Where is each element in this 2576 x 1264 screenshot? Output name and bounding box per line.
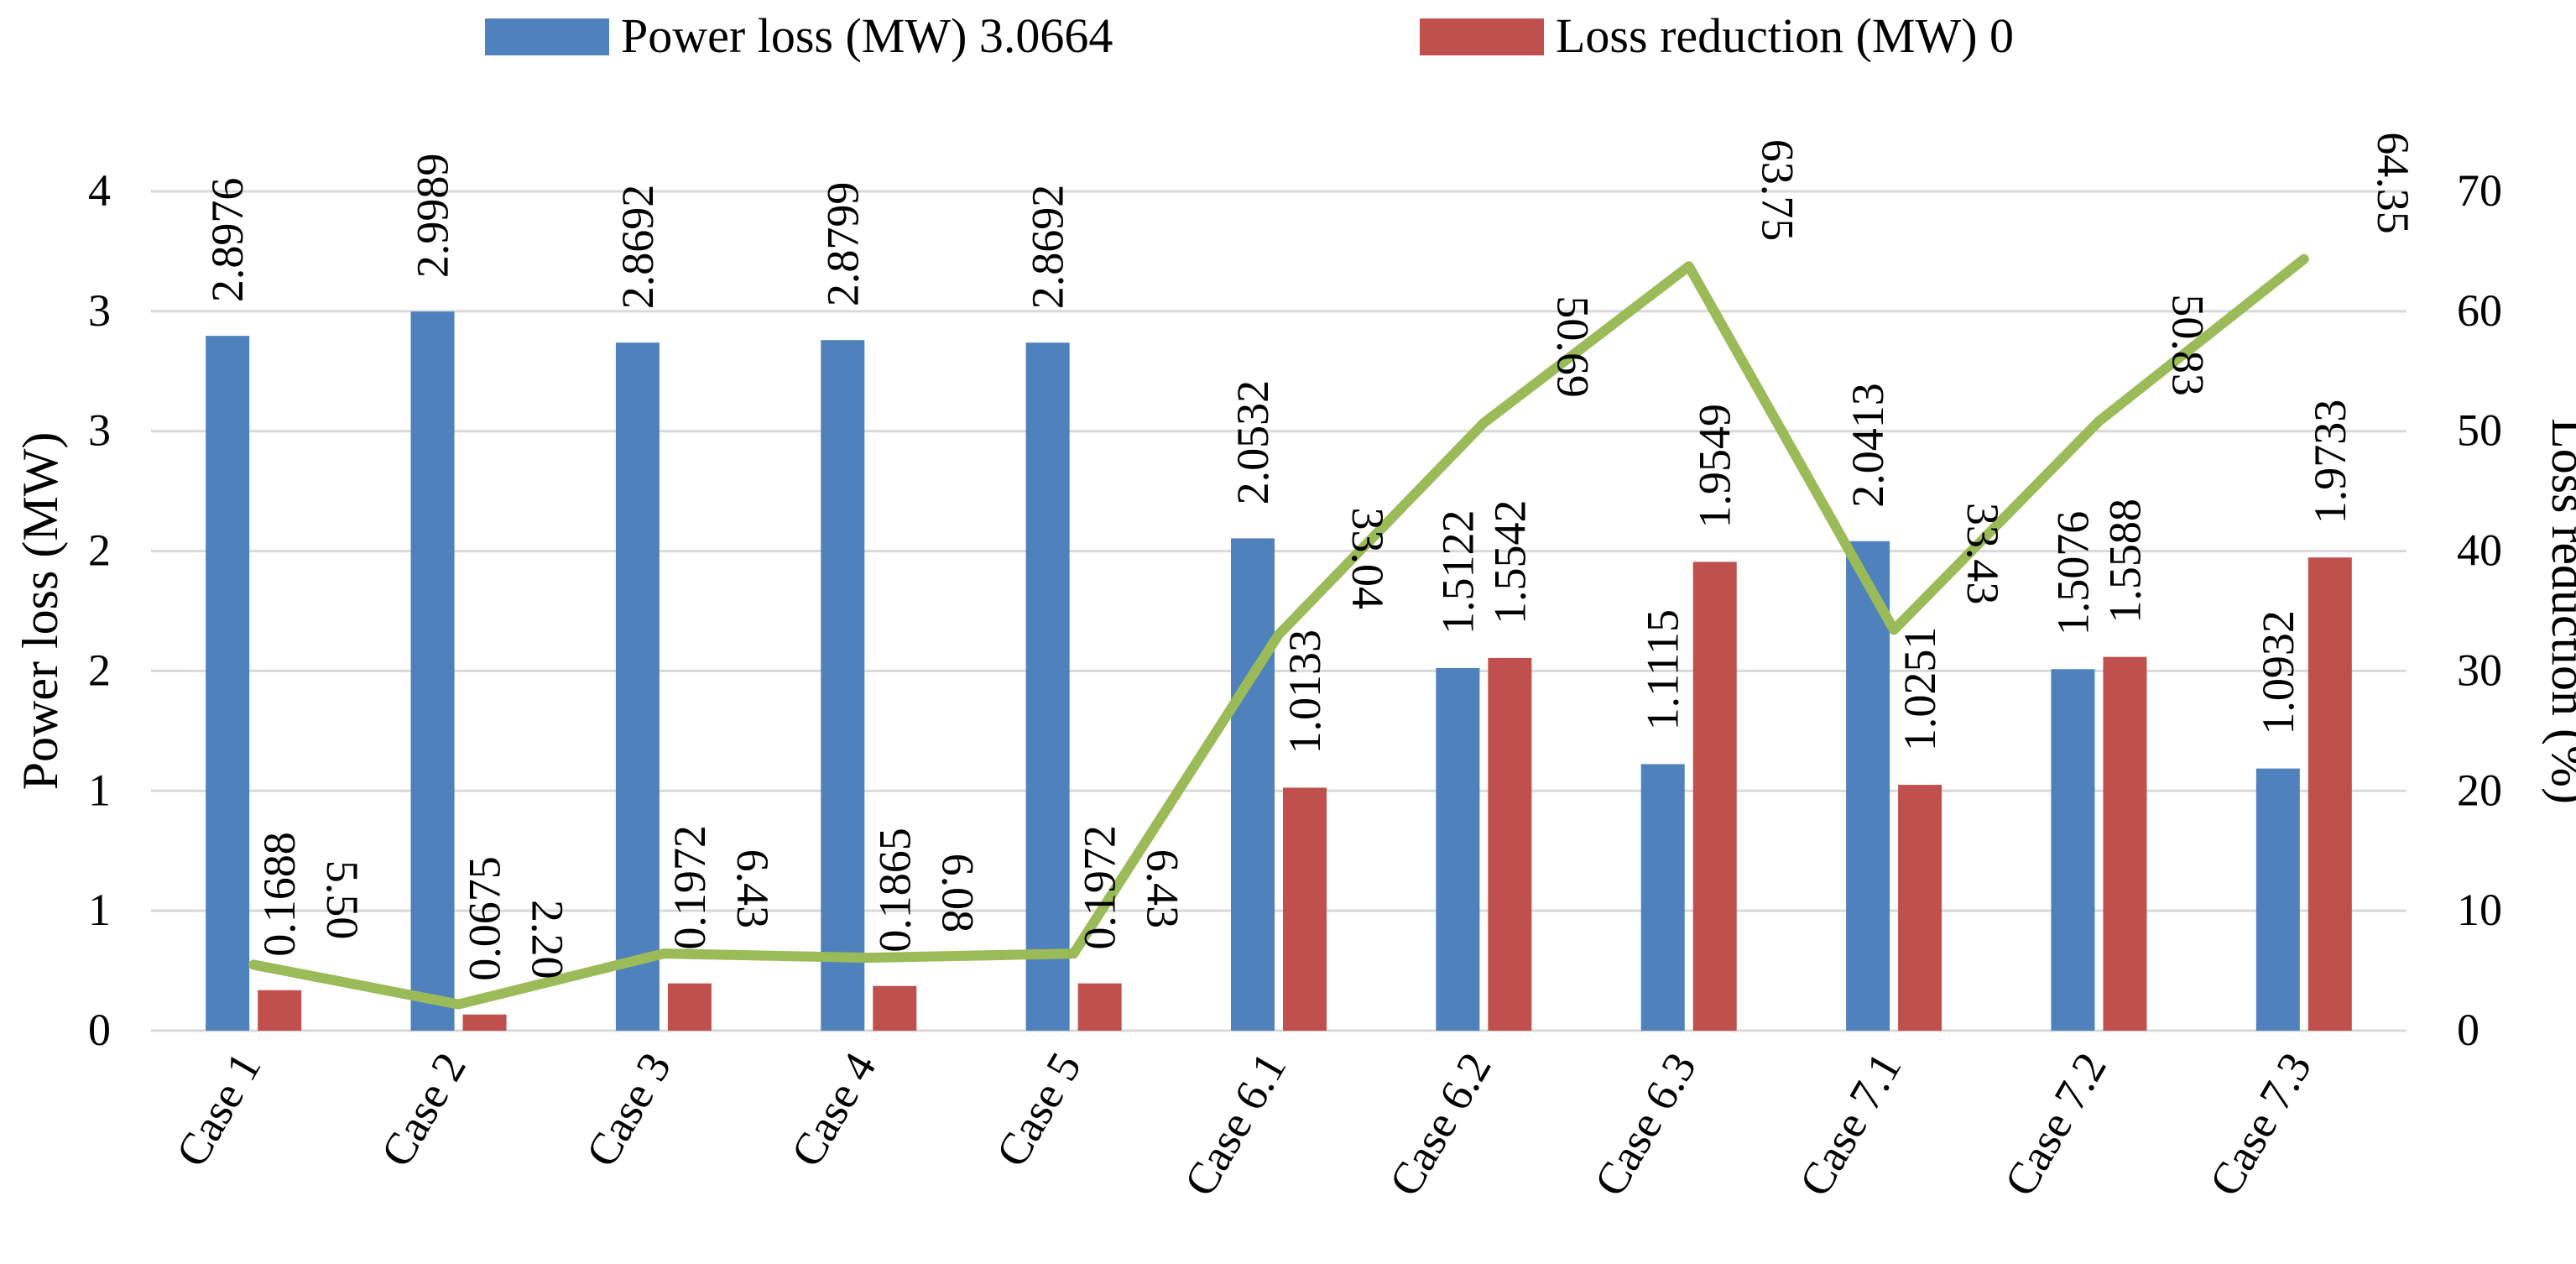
data-labels: 2.8976 0.1688 2.9989 0.0675 2.8692 0.1972 2.87…	[202, 132, 2418, 980]
legend-label: Power loss (MW) 3.0664	[621, 8, 1113, 63]
y-tick-label: 3	[88, 285, 111, 336]
bar-loss-reduction	[258, 990, 302, 1031]
bar-loss-reduction	[1692, 561, 1737, 1031]
data-label-loss-reduction: 0.0675	[460, 856, 510, 981]
legend-swatch	[1420, 18, 1544, 55]
data-label-power-loss: 1.0932	[2253, 610, 2303, 735]
data-label-loss-reduction: 0.1865	[869, 828, 920, 953]
data-label-percent: 50.69	[1547, 295, 1598, 398]
data-label-percent: 64.35	[2368, 132, 2418, 234]
category-label: Case 7.1	[1790, 1044, 1911, 1204]
y2-tick-label: 70	[2457, 165, 2502, 216]
category-label: Case 7.2	[1995, 1044, 2116, 1204]
y-axis-title: Power loss (MW)	[13, 432, 68, 791]
data-label-percent: 63.75	[1753, 139, 1803, 242]
y2-axis-title: Loss reduction (%)	[2542, 418, 2576, 804]
y-tick-label: 4	[88, 165, 111, 216]
percent-line	[248, 253, 2309, 1010]
data-label-loss-reduction: 0.1972	[1075, 825, 1125, 950]
data-label-power-loss: 1.5076	[2047, 511, 2098, 636]
category-label: Case 6.2	[1379, 1044, 1501, 1204]
data-label-power-loss: 2.0532	[1228, 380, 1278, 505]
bar-loss-reduction	[667, 983, 712, 1031]
category-label: Case 3	[576, 1044, 681, 1175]
data-label-percent: 5.50	[317, 860, 368, 940]
data-label-loss-reduction: 1.5542	[1484, 499, 1535, 624]
line-loss-reduction-percent	[248, 253, 2309, 1010]
data-label-power-loss: 1.5122	[1432, 509, 1483, 635]
bar-power-loss	[410, 311, 455, 1032]
data-label-power-loss: 2.8692	[613, 185, 663, 310]
legend-swatch	[485, 18, 609, 55]
category-label: Case 2	[371, 1044, 476, 1175]
bar-loss-reduction	[1283, 787, 1327, 1031]
bar-loss-reduction	[2103, 656, 2147, 1031]
data-label-percent: 33.43	[1958, 503, 2008, 605]
category-label: Case 6.1	[1174, 1044, 1296, 1204]
legend-label: Loss reduction (MW) 0	[1556, 8, 2014, 63]
y-tick-label: 1	[88, 885, 111, 935]
category-label: Case 7.3	[2199, 1044, 2321, 1204]
y2-tick-label: 10	[2457, 885, 2502, 935]
y2-tick-label: 30	[2457, 645, 2502, 695]
data-label-power-loss: 2.8976	[202, 178, 253, 303]
bar-loss-reduction	[1898, 785, 1942, 1031]
data-label-power-loss: 2.8799	[817, 182, 868, 307]
category-label: Case 4	[781, 1044, 886, 1175]
bar-power-loss	[2255, 768, 2300, 1031]
data-label-loss-reduction: 0.1972	[665, 825, 715, 950]
category-label: Case 1	[166, 1044, 271, 1175]
bar-power-loss	[2051, 669, 2095, 1031]
y2-tick-label: 60	[2457, 285, 2502, 336]
data-label-percent: 6.43	[1138, 849, 1188, 929]
bar-loss-reduction	[1488, 657, 1532, 1031]
bars	[206, 311, 2352, 1032]
bar-loss-reduction	[873, 985, 917, 1031]
data-label-loss-reduction: 1.5588	[2099, 499, 2150, 624]
y2-tick-label: 20	[2457, 765, 2502, 815]
bar-power-loss	[821, 340, 865, 1032]
data-label-percent: 6.08	[932, 854, 983, 933]
data-label-power-loss: 1.1115	[1638, 609, 1688, 731]
bar-loss-reduction	[1077, 983, 1122, 1031]
data-label-percent: 33.04	[1343, 508, 1393, 610]
y-tick-label: 1	[88, 765, 111, 815]
data-label-percent: 50.83	[2162, 294, 2213, 396]
gridlines	[151, 190, 2407, 1032]
y-tick-label: 2	[88, 525, 111, 576]
category-label: Case 5	[986, 1044, 1091, 1175]
bar-power-loss	[1025, 342, 1070, 1031]
data-label-percent: 6.43	[727, 849, 778, 929]
bar-power-loss	[615, 342, 660, 1031]
data-label-loss-reduction: 1.9549	[1690, 404, 1740, 529]
data-label-power-loss: 2.8692	[1023, 185, 1073, 310]
bar-power-loss	[1846, 541, 1890, 1031]
y-tick-label: 0	[88, 1005, 111, 1055]
bar-power-loss	[1640, 764, 1685, 1031]
data-label-percent: 2.20	[523, 900, 573, 979]
bar-loss-reduction	[462, 1014, 507, 1031]
y-tick-label: 2	[88, 645, 111, 695]
category-label: Case 6.3	[1584, 1044, 1706, 1204]
bar-power-loss	[1231, 538, 1275, 1031]
data-label-power-loss: 2.0413	[1843, 383, 1893, 508]
legend: Power loss (MW) 3.0664 Loss reduction (MW…	[485, 8, 2014, 63]
y2-tick-label: 50	[2457, 405, 2502, 456]
data-label-loss-reduction: 0.1688	[254, 832, 305, 957]
data-label-loss-reduction: 1.0133	[1280, 629, 1330, 755]
bar-power-loss	[1436, 667, 1480, 1031]
bar-loss-reduction	[2307, 557, 2352, 1031]
data-label-power-loss: 2.9989	[408, 154, 458, 279]
y-tick-label: 3	[88, 405, 111, 456]
data-label-loss-reduction: 1.9733	[2305, 400, 2355, 525]
bar-power-loss	[206, 336, 250, 1032]
y2-tick-label: 40	[2457, 525, 2502, 576]
data-label-loss-reduction: 1.0251	[1895, 627, 1945, 752]
y2-tick-label: 0	[2457, 1005, 2480, 1055]
